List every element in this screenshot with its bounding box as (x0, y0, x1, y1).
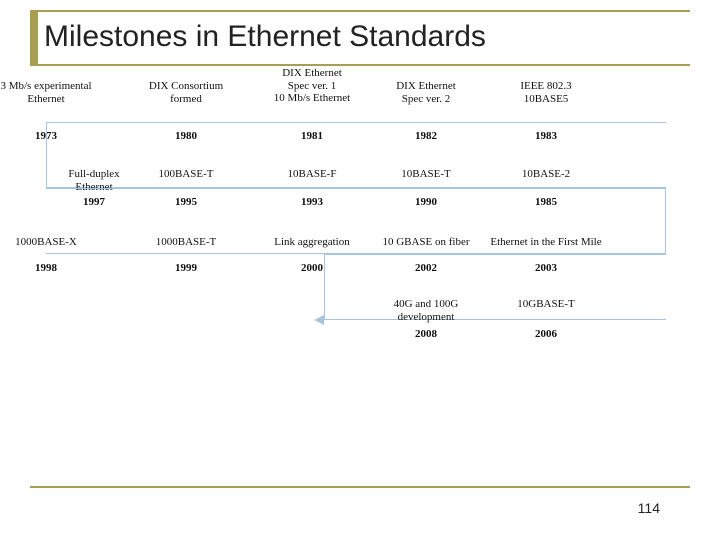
page-title: Milestones in Ethernet Standards (30, 20, 690, 54)
milestone-label: Ethernet in the First Mile (486, 236, 606, 249)
milestone-label: 40G and 100G development (366, 298, 486, 323)
milestone-label: 10BASE-T (366, 168, 486, 181)
milestone-label: IEEE 802.3 10BASE5 (486, 80, 606, 105)
title-bar: Milestones in Ethernet Standards (30, 10, 690, 66)
milestone-year: 2006 (486, 328, 606, 340)
milestone-label: 10BASE-2 (486, 168, 606, 181)
arrow-left-icon (314, 315, 324, 325)
milestone-label: DIX Ethernet Spec ver. 2 (366, 80, 486, 105)
milestone-year: 1998 (0, 262, 106, 274)
milestone-label: 10BASE-F (252, 168, 372, 181)
milestone-label: 100BASE-T (126, 168, 246, 181)
milestone-label: 10 GBASE on fiber (366, 236, 486, 249)
milestone-year: 2008 (366, 328, 486, 340)
milestone-label: DIX Consortium formed (126, 80, 246, 105)
milestone-year: 1999 (126, 262, 246, 274)
bottom-rule (30, 486, 690, 488)
milestone-label: 10GBASE-T (486, 298, 606, 311)
page-number: 114 (638, 500, 660, 516)
milestone-label: 1000BASE-T (126, 236, 246, 249)
milestone-label: 1000BASE-X (0, 236, 106, 249)
milestone-label: 3 Mb/s experimental Ethernet (0, 80, 106, 105)
timeline-diagram: 3 Mb/s experimental Ethernet1973DIX Cons… (36, 80, 676, 460)
milestone-label: DIX Ethernet Spec ver. 1 10 Mb/s Etherne… (252, 67, 372, 105)
milestone-label: Link aggregation (252, 236, 372, 249)
